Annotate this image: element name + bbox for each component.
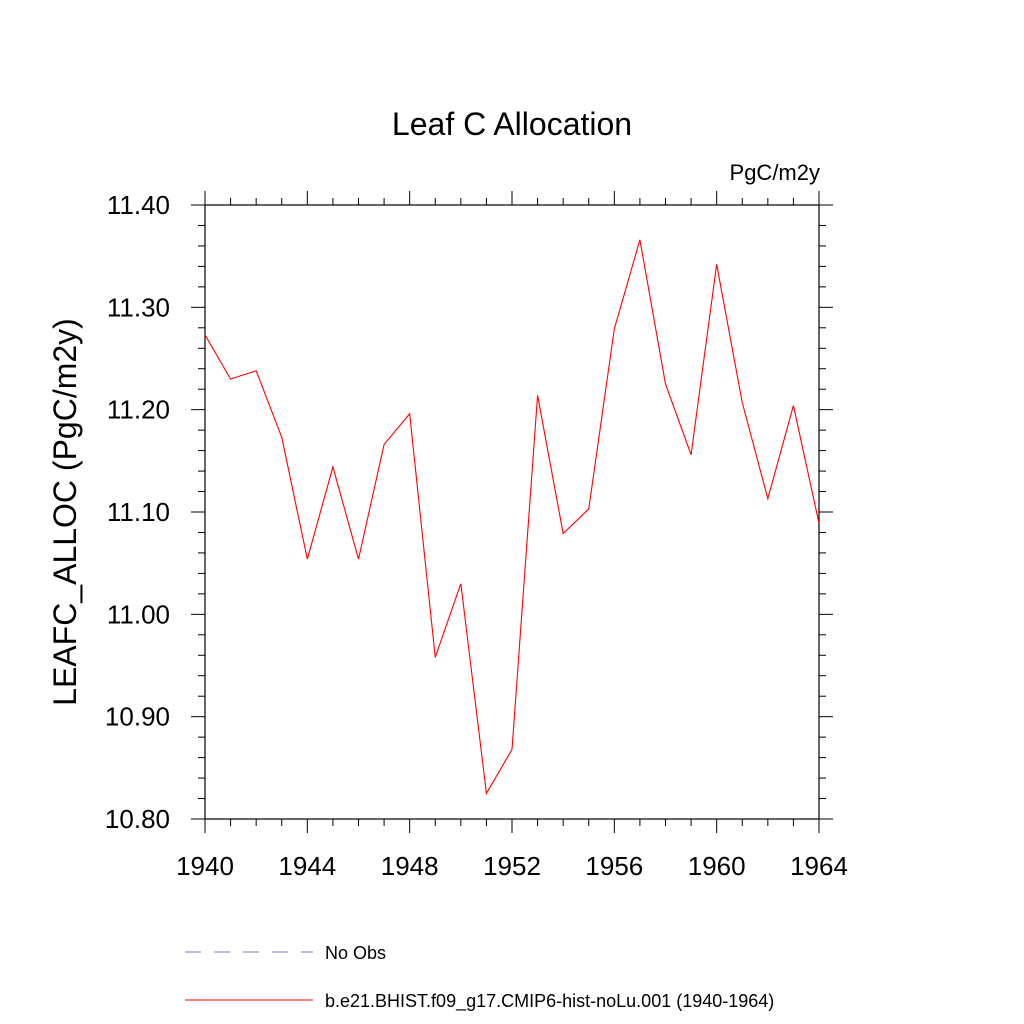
series-layer: [204, 239, 820, 796]
x-tick-label: 1960: [688, 851, 746, 881]
x-tick-label: 1964: [790, 851, 848, 881]
chart-title: Leaf C Allocation: [392, 106, 632, 142]
series-line: [204, 239, 820, 796]
y-tick-label: 11.00: [107, 599, 170, 629]
y-tick-label: 10.80: [105, 804, 170, 834]
legend-label: No Obs: [325, 943, 386, 963]
legend: No Obs b.e21.BHIST.f09_g17.CMIP6-hist-noL…: [185, 943, 774, 1012]
axis-ticks: [191, 191, 833, 833]
y-tick-label: 11.20: [107, 395, 170, 425]
y-axis-label: LEAFC_ALLOC (PgC/m2y): [47, 318, 83, 706]
axis-tick-labels: 1940 1944 1948 1952 1956 1960 1964 10.80 10.90 11…: [105, 190, 848, 881]
y-tick-label: 10.90: [105, 702, 170, 732]
units-label: PgC/m2y: [730, 160, 820, 185]
x-tick-label: 1948: [381, 851, 439, 881]
x-tick-label: 1940: [176, 851, 234, 881]
x-tick-label: 1956: [585, 851, 643, 881]
x-tick-label: 1952: [483, 851, 541, 881]
legend-label: b.e21.BHIST.f09_g17.CMIP6-hist-noLu.001 …: [325, 991, 774, 1012]
x-tick-label: 1944: [278, 851, 336, 881]
y-tick-label: 11.30: [107, 292, 170, 322]
y-tick-label: 11.10: [107, 497, 170, 527]
y-tick-label: 11.40: [107, 190, 170, 220]
